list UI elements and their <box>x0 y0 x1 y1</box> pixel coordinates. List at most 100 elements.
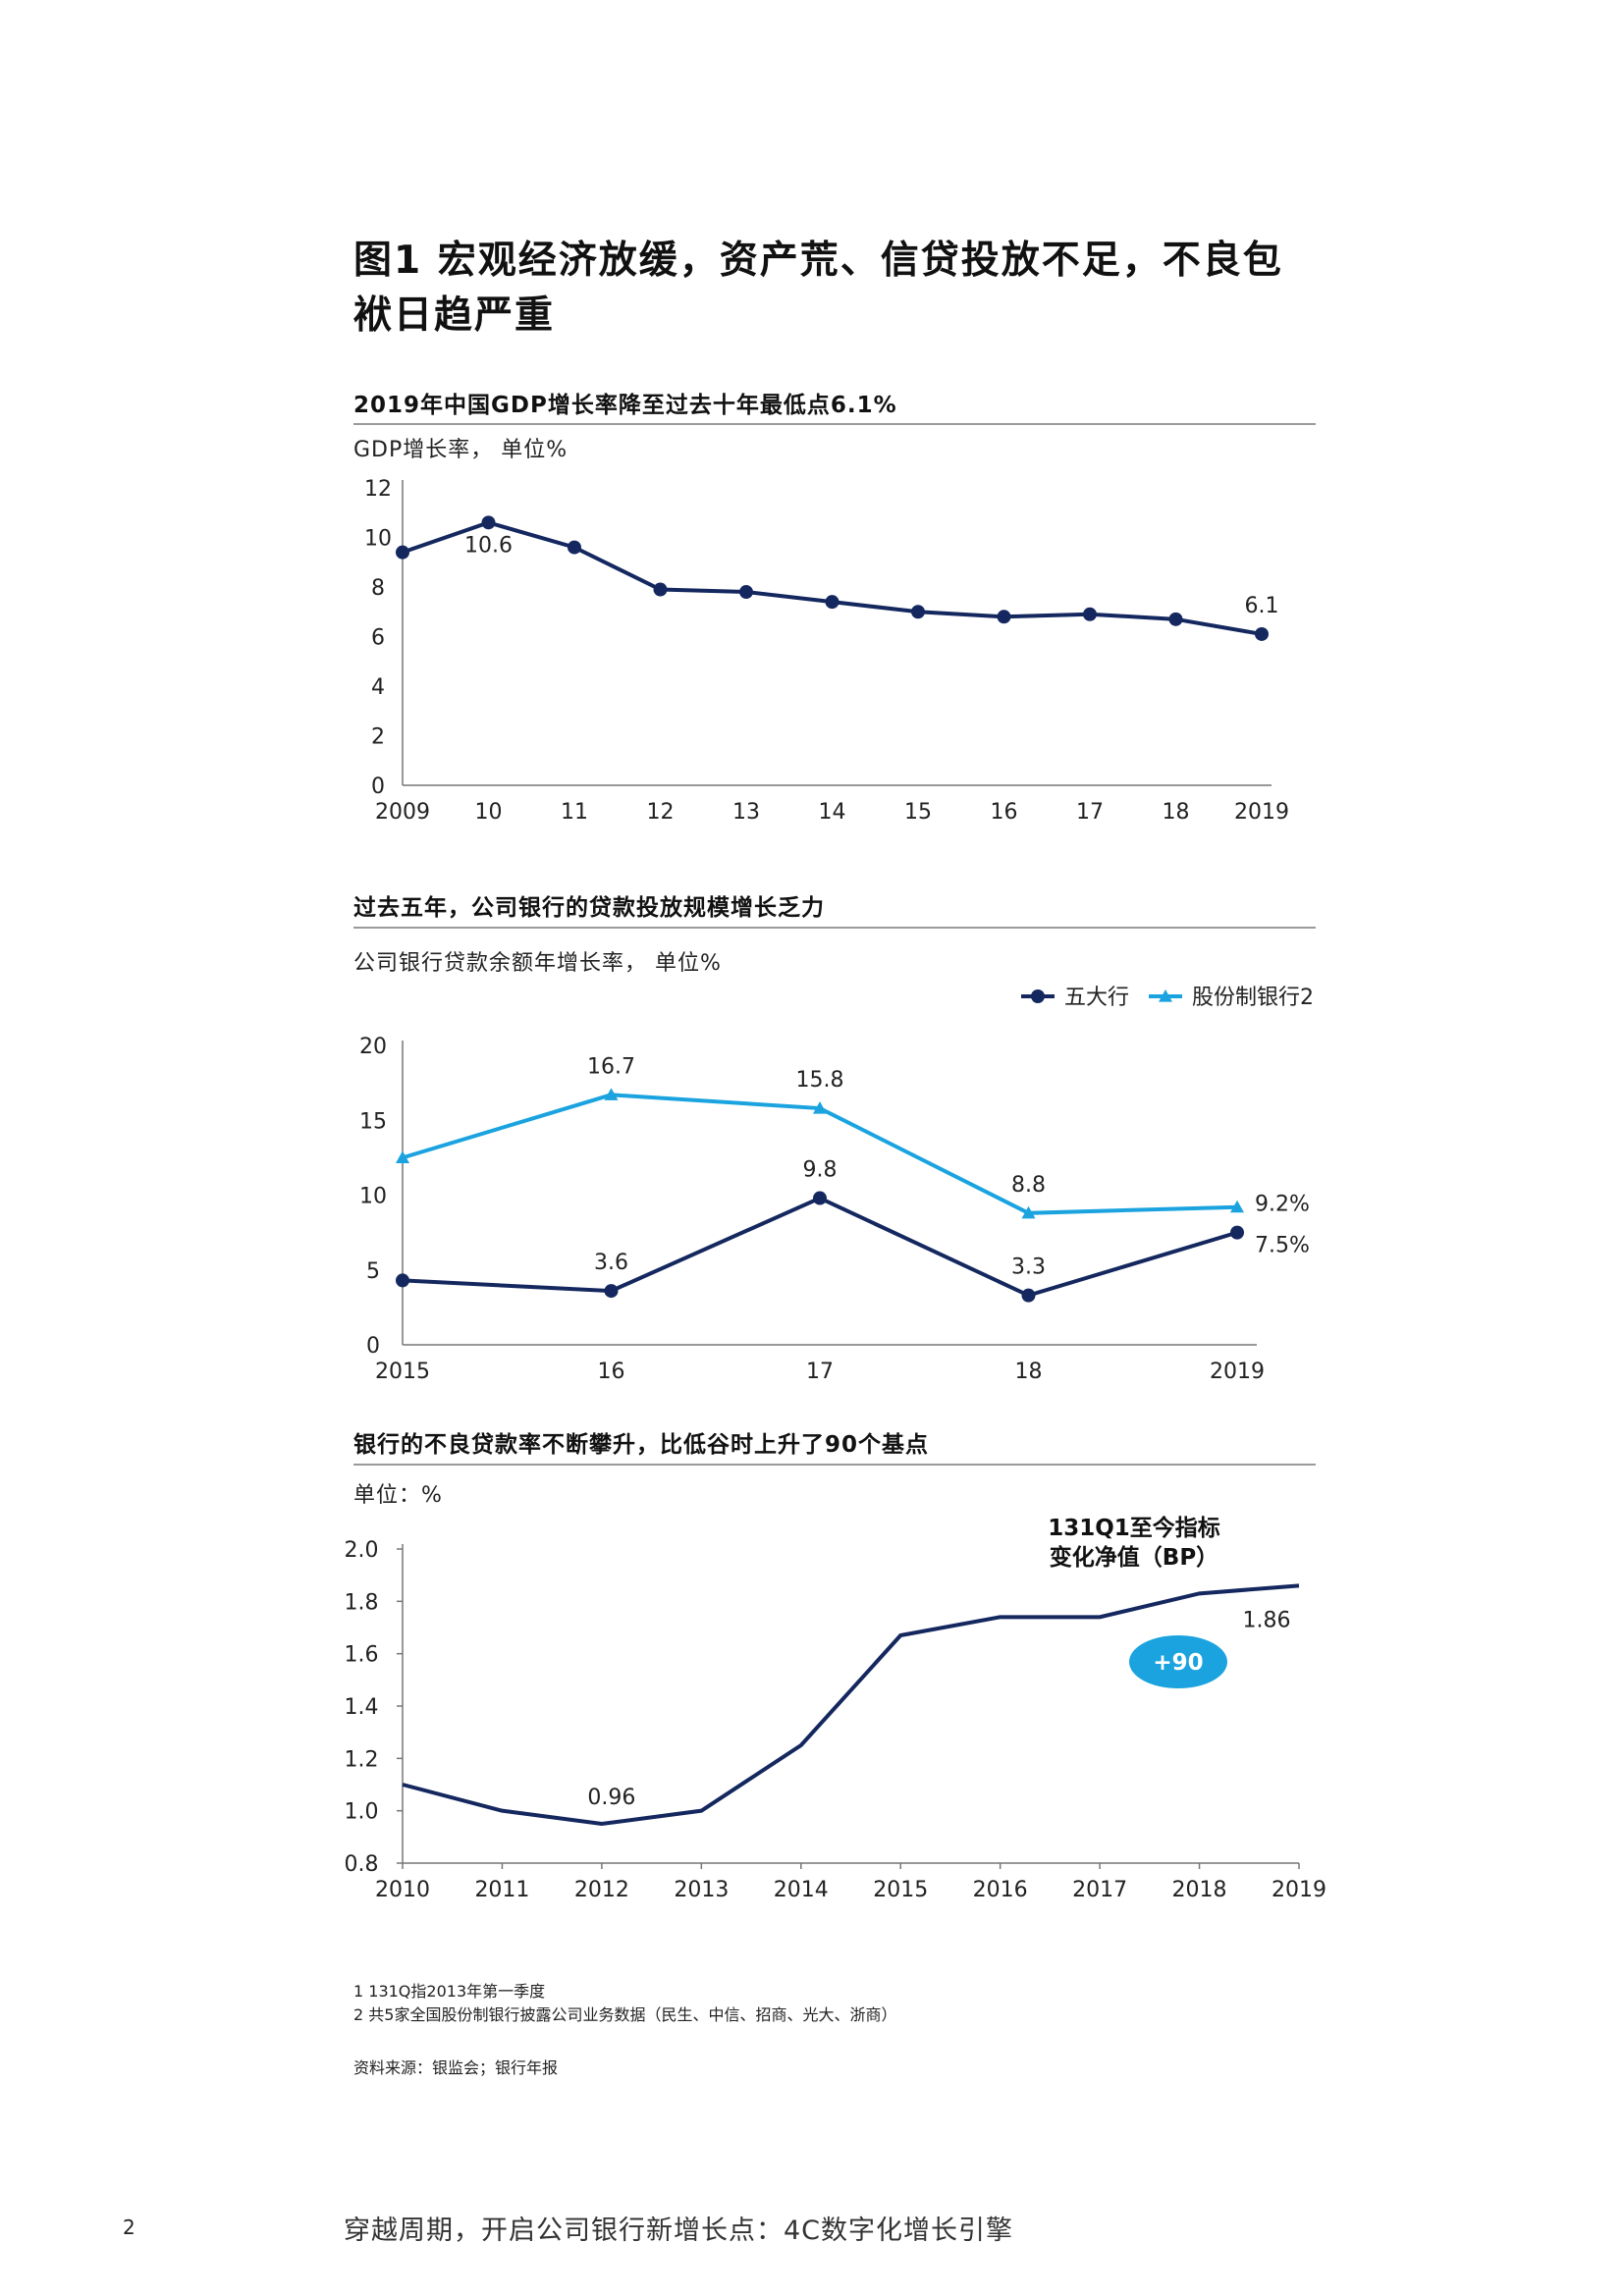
loan-growth-chart: 0 5 10 15 20 2015 16 17 18 2019 五大行 股份制银行2 3.6 9.8 3.3… <box>359 986 1314 1384</box>
chart2-unit-label: 公司银行贷款余额年增长率， 单位% <box>353 951 722 976</box>
chart1-unit-label: GDP增长率， 单位% <box>353 438 568 462</box>
data-label: 1.86 <box>1243 1608 1291 1632</box>
y-tick-label: 15 <box>359 1109 387 1134</box>
y-tick-label: 0 <box>366 1334 380 1359</box>
chart3-title: 银行的不良贷款率不断攀升，比低谷时上升了90个基点 <box>353 1432 930 1458</box>
x-tick-label: 16 <box>598 1360 625 1384</box>
data-label: 3.3 <box>1011 1255 1046 1280</box>
gdp-data-point <box>1168 612 1183 626</box>
footnote-1: 1 131Q指2013年第一季度 <box>353 1982 546 2001</box>
gdp-data-point <box>396 545 409 560</box>
x-tick-label: 2019 <box>1210 1360 1265 1384</box>
x-tick-label: 2016 <box>973 1878 1028 1902</box>
chart1-title: 2019年中国GDP增长率降至过去十年最低点6.1% <box>353 393 897 418</box>
legend-swatch-marker <box>1031 989 1045 1003</box>
x-tick-label: 2018 <box>1172 1878 1227 1902</box>
callout-badge <box>1129 1635 1227 1688</box>
y-tick-label: 2.0 <box>345 1538 379 1563</box>
data-label: 10.6 <box>464 533 513 558</box>
callout-subtitle: 变化净值（BP） <box>1050 1544 1218 1571</box>
data-point <box>396 1150 409 1163</box>
x-tick-label: 2010 <box>375 1878 430 1902</box>
x-tick-label: 13 <box>732 800 760 825</box>
gdp-data-point <box>1255 626 1269 641</box>
data-label: 8.8 <box>1011 1173 1046 1198</box>
x-tick-label: 17 <box>806 1360 834 1384</box>
y-tick-label: 10 <box>359 1185 387 1209</box>
x-tick-label: 11 <box>561 800 588 825</box>
x-tick-label: 10 <box>475 800 503 825</box>
x-tick-label: 18 <box>1163 800 1190 825</box>
data-point <box>604 1284 619 1299</box>
data-point <box>1021 1205 1036 1219</box>
x-tick-label: 12 <box>647 800 675 825</box>
x-tick-label: 17 <box>1076 800 1104 825</box>
data-point <box>813 1191 827 1205</box>
callout-value: +90 <box>1153 1650 1203 1676</box>
y-tick-label: 1.0 <box>345 1800 379 1825</box>
data-point <box>813 1101 827 1114</box>
chart1-divider <box>353 423 1316 425</box>
legend-swatch-marker <box>1159 989 1172 1002</box>
footnote-2: 2 共5家全国股份制银行披露公司业务数据（民生、中信、招商、光大、浙商） <box>353 2005 897 2024</box>
data-label: 9.8 <box>803 1158 838 1183</box>
y-tick-label: 1.8 <box>345 1590 379 1615</box>
x-tick-label: 2015 <box>375 1360 430 1384</box>
y-tick-label: 10 <box>364 527 392 552</box>
chart2-title: 过去五年，公司银行的贷款投放规模增长乏力 <box>353 895 825 921</box>
gdp-data-point <box>825 595 839 610</box>
x-tick-label: 2017 <box>1072 1878 1127 1902</box>
y-tick-label: 2 <box>371 725 385 750</box>
chart2-divider <box>353 927 1316 929</box>
y-tick-label: 1.6 <box>345 1643 379 1668</box>
footer-text: 穿越周期，开启公司银行新增长点：4C数字化增长引擎 <box>344 2216 1014 2246</box>
x-tick-label: 2019 <box>1234 800 1289 825</box>
data-label: 3.6 <box>594 1251 628 1275</box>
y-tick-label: 6 <box>371 626 385 651</box>
gdp-data-point <box>653 582 668 597</box>
y-tick-label: 5 <box>366 1259 380 1284</box>
data-label: 6.1 <box>1245 594 1279 618</box>
callout-title: 131Q1至今指标 <box>1048 1515 1220 1541</box>
y-tick-label: 4 <box>371 675 385 700</box>
legend-label: 股份制银行2 <box>1192 986 1314 1010</box>
y-tick-label: 1.4 <box>345 1695 379 1720</box>
x-tick-label: 2012 <box>574 1878 629 1902</box>
x-tick-label: 14 <box>819 800 846 825</box>
chart3-unit-label: 单位：% <box>353 1483 443 1508</box>
data-label: 7.5% <box>1255 1234 1310 1258</box>
data-label: 15.8 <box>796 1068 844 1093</box>
gdp-data-point <box>481 515 496 530</box>
data-point <box>604 1088 619 1100</box>
data-label: 0.96 <box>587 1786 635 1810</box>
x-tick-label: 16 <box>991 800 1018 825</box>
gdp-data-point <box>997 610 1011 624</box>
x-tick-label: 2011 <box>474 1878 529 1902</box>
data-point <box>396 1273 409 1288</box>
y-tick-label: 12 <box>364 477 392 502</box>
gdp-series-line <box>402 520 1263 636</box>
x-tick-label: 2013 <box>674 1878 729 1902</box>
data-label: 16.7 <box>587 1054 635 1079</box>
npl-series-line <box>402 1583 1300 1827</box>
data-point <box>1021 1288 1036 1303</box>
chart3-divider <box>353 1464 1316 1466</box>
npl-ratio-chart: 0.8 1.0 1.2 1.4 1.6 1.8 2.0 2010 2011 2012 2013 201… <box>345 1515 1327 1902</box>
y-tick-label: 0.8 <box>345 1852 379 1877</box>
source-note: 资料来源：银监会；银行年报 <box>353 2058 559 2077</box>
legend-label: 五大行 <box>1064 986 1129 1010</box>
x-tick-label: 2019 <box>1272 1878 1326 1902</box>
x-tick-label: 18 <box>1015 1360 1043 1384</box>
x-tick-label: 15 <box>904 800 932 825</box>
big-five-series-line <box>402 1196 1238 1298</box>
gdp-data-point <box>911 605 925 619</box>
page-number: 2 <box>123 2216 135 2239</box>
data-point <box>1230 1200 1244 1213</box>
x-tick-label: 2014 <box>774 1878 829 1902</box>
y-tick-label: 8 <box>371 576 385 601</box>
figure-title: 图1 宏观经济放缓，资产荒、信贷投放不足，不良包袱日趋严重 <box>353 239 1283 338</box>
x-tick-label: 2015 <box>873 1878 928 1902</box>
x-tick-label: 2009 <box>375 800 430 825</box>
y-tick-label: 1.2 <box>345 1747 379 1772</box>
footnotes: 1 131Q指2013年第一季度 2 共5家全国股份制银行披露公司业务数据（民生… <box>353 1980 896 2027</box>
